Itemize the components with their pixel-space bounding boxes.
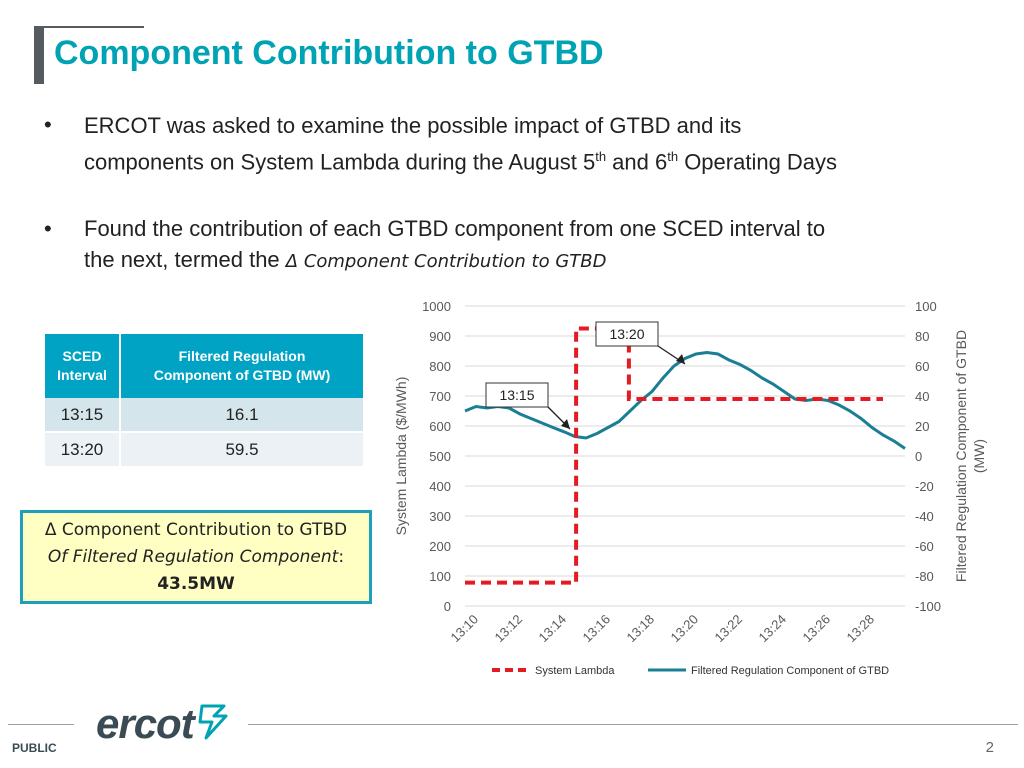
x-tick-label: 13:26 xyxy=(800,612,834,646)
x-tick-label: 13:12 xyxy=(492,612,526,646)
footer-divider xyxy=(248,724,1018,725)
y-tick-label: 600 xyxy=(429,419,451,434)
y2-tick-label: -80 xyxy=(915,569,934,584)
table-row: 13:15 16.1 xyxy=(45,398,363,433)
bullet-1-sup-1: th xyxy=(595,149,607,164)
delta-box-value: 43.5MW xyxy=(157,574,235,594)
table-cell: 16.1 xyxy=(120,398,363,433)
annotation-box xyxy=(485,382,549,408)
table-cell: 13:15 xyxy=(45,398,121,433)
page-title: Component Contribution to GTBD xyxy=(54,34,604,72)
y-tick-label: 400 xyxy=(429,479,451,494)
table-cell: 13:20 xyxy=(45,432,121,468)
bullet-1-line-2c: Operating Days xyxy=(678,149,838,175)
annotation-label: 13:15 xyxy=(499,387,534,403)
title-accent-bar xyxy=(34,26,44,84)
y2-tick-label: 60 xyxy=(915,359,929,374)
title-rule xyxy=(44,26,144,28)
header-line: Filtered Regulation xyxy=(178,348,306,364)
bullet-marker: • xyxy=(44,216,52,241)
x-tick-label: 13:22 xyxy=(712,612,746,646)
y-tick-label: 300 xyxy=(429,509,451,524)
header-line: Interval xyxy=(57,367,107,383)
legend-label-regulation: Filtered Regulation Component of GTBD xyxy=(691,665,889,677)
classification-label: PUBLIC xyxy=(12,741,57,755)
y-tick-label: 1000 xyxy=(422,299,451,314)
y-tick-label: 800 xyxy=(429,359,451,374)
regulation-series-line xyxy=(464,350,906,450)
page-number: 2 xyxy=(985,739,994,756)
y2-tick-label: 0 xyxy=(915,449,922,464)
bullet-1-sup-2: th xyxy=(667,149,679,164)
bullet-2-line-2-italic: Δ Component Contribution to GTBD xyxy=(285,251,607,272)
y2-tick-label: -20 xyxy=(915,479,934,494)
x-tick-label: 13:18 xyxy=(624,612,658,646)
x-tick-label: 13:14 xyxy=(536,612,570,646)
y-tick-label: 900 xyxy=(429,329,451,344)
y2-axis-label: Filtered Regulation Component of GTBD xyxy=(953,330,969,582)
annotation-arrowhead xyxy=(561,419,570,429)
logo-text: ercot xyxy=(96,700,195,747)
system-lambda-series-line xyxy=(465,326,883,585)
x-tick-label: 13:20 xyxy=(668,612,702,646)
y2-tick-label: 40 xyxy=(915,389,929,404)
y2-tick-label: 80 xyxy=(915,329,929,344)
y-tick-label: 200 xyxy=(429,539,451,554)
table-cell: 59.5 xyxy=(120,432,363,468)
sced-table: SCED Interval Filtered Regulation Compon… xyxy=(45,334,363,468)
footer-divider xyxy=(8,724,74,725)
header-line: SCED xyxy=(62,348,102,364)
annotation-arrowhead xyxy=(676,354,685,364)
y-tick-label: 700 xyxy=(429,389,451,404)
x-tick-label: 13:10 xyxy=(448,612,482,646)
y2-tick-label: -40 xyxy=(915,509,934,524)
x-tick-label: 13:16 xyxy=(580,612,614,646)
line-chart: 01002003004005006007008009001000-100-80-… xyxy=(393,299,987,677)
table-row: 13:20 59.5 xyxy=(45,432,363,468)
bullet-2-line-2a: the next, termed the xyxy=(84,247,286,272)
bullet-1-line-1: ERCOT was asked to examine the possible … xyxy=(84,113,742,138)
bullet-text-2: Found the contribution of each GTBD comp… xyxy=(84,213,984,277)
table-header-regulation: Filtered Regulation Component of GTBD (M… xyxy=(120,334,363,398)
delta-callout-box: Δ Component Contribution to GTBD Of Filt… xyxy=(20,510,372,604)
y2-tick-label: -100 xyxy=(915,599,941,614)
delta-box-line-2-suffix: : xyxy=(338,547,345,567)
bullet-1-line-2b: and 6 xyxy=(606,149,668,175)
annotation-label: 13:20 xyxy=(609,326,644,342)
bullet-2-line-1: Found the contribution of each GTBD comp… xyxy=(84,216,826,241)
y2-tick-label: 100 xyxy=(915,299,937,314)
bullet-marker: • xyxy=(44,112,52,137)
delta-box-line-2: Of Filtered Regulation Component xyxy=(47,547,339,567)
ercot-logo: ercot xyxy=(96,700,230,748)
bullet-1-line-2a: components on System Lambda during the A… xyxy=(84,149,596,175)
header-line: Component of GTBD (MW) xyxy=(153,367,331,383)
y-tick-label: 0 xyxy=(444,599,451,614)
x-tick-label: 13:28 xyxy=(844,612,878,646)
x-tick-label: 13:24 xyxy=(756,612,790,646)
y2-axis-label-unit: (MW) xyxy=(971,439,987,473)
y-tick-label: 500 xyxy=(429,449,451,464)
delta-box-line-1: Δ Component Contribution to GTBD xyxy=(44,520,348,540)
bullet-text-1: ERCOT was asked to examine the possible … xyxy=(84,110,984,177)
y2-tick-label: -60 xyxy=(915,539,934,554)
table-header-interval: SCED Interval xyxy=(45,334,121,398)
y-tick-label: 100 xyxy=(429,569,451,584)
ercot-bolt-icon xyxy=(198,704,228,740)
legend-label-system-lambda: System Lambda xyxy=(535,665,615,677)
y-axis-label: System Lambda ($/MWh) xyxy=(393,377,409,536)
annotation-box xyxy=(595,321,659,347)
y2-tick-label: 20 xyxy=(915,419,929,434)
